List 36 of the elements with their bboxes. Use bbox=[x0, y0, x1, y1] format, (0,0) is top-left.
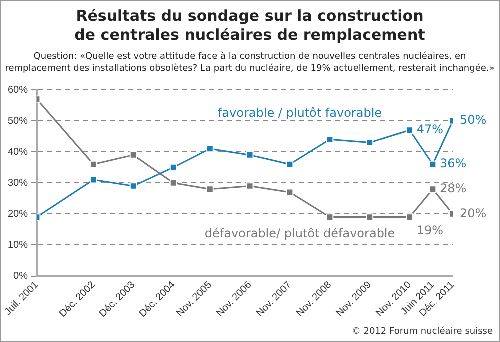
point bbox=[206, 145, 214, 153]
point bbox=[130, 182, 138, 190]
chart-subtitle: Question: «Quelle est votre attitude face à la construction de nouvelles centrales nucléaires, en remplacement des installations obsolètes? La part du nucléaire, de 19% actuellement, resterait inchangée.» bbox=[5, 51, 495, 75]
chart-title: Résultats du sondage sur la construction de centrales nucléaires de remplacement bbox=[74, 7, 426, 45]
point bbox=[429, 160, 437, 168]
data-label: 47% bbox=[416, 122, 444, 136]
point bbox=[406, 214, 414, 221]
point bbox=[366, 214, 374, 221]
y-tick-label: 40% bbox=[8, 146, 28, 158]
series-label: favorable / plutôt favorable bbox=[218, 106, 382, 120]
point bbox=[406, 126, 414, 134]
y-tick-label: 50% bbox=[8, 116, 28, 127]
data-label: 20% bbox=[460, 206, 487, 220]
data-label: 36% bbox=[440, 156, 467, 171]
series-label: défavorable/ plutôt défavorable bbox=[204, 226, 396, 240]
data-label: 28% bbox=[440, 181, 467, 196]
point bbox=[130, 152, 138, 159]
text: © 2012 Forum nucléaire suisse bbox=[352, 327, 493, 337]
point bbox=[326, 214, 334, 221]
point bbox=[366, 139, 374, 146]
data-label: 50% bbox=[460, 113, 487, 128]
point bbox=[286, 160, 294, 168]
y-tick-label: 30% bbox=[8, 178, 28, 189]
data-label: 19% bbox=[416, 223, 444, 238]
y-tick-label: 10% bbox=[8, 240, 28, 251]
point bbox=[170, 179, 178, 187]
point bbox=[246, 182, 254, 190]
point bbox=[286, 188, 294, 196]
point bbox=[429, 186, 437, 194]
point bbox=[170, 164, 178, 172]
point bbox=[246, 152, 254, 159]
y-tick-label: 20% bbox=[8, 208, 28, 220]
point bbox=[90, 176, 98, 184]
y-tick-label: 0% bbox=[14, 271, 28, 282]
point bbox=[90, 160, 98, 168]
y-tick-label: 60% bbox=[8, 84, 28, 96]
